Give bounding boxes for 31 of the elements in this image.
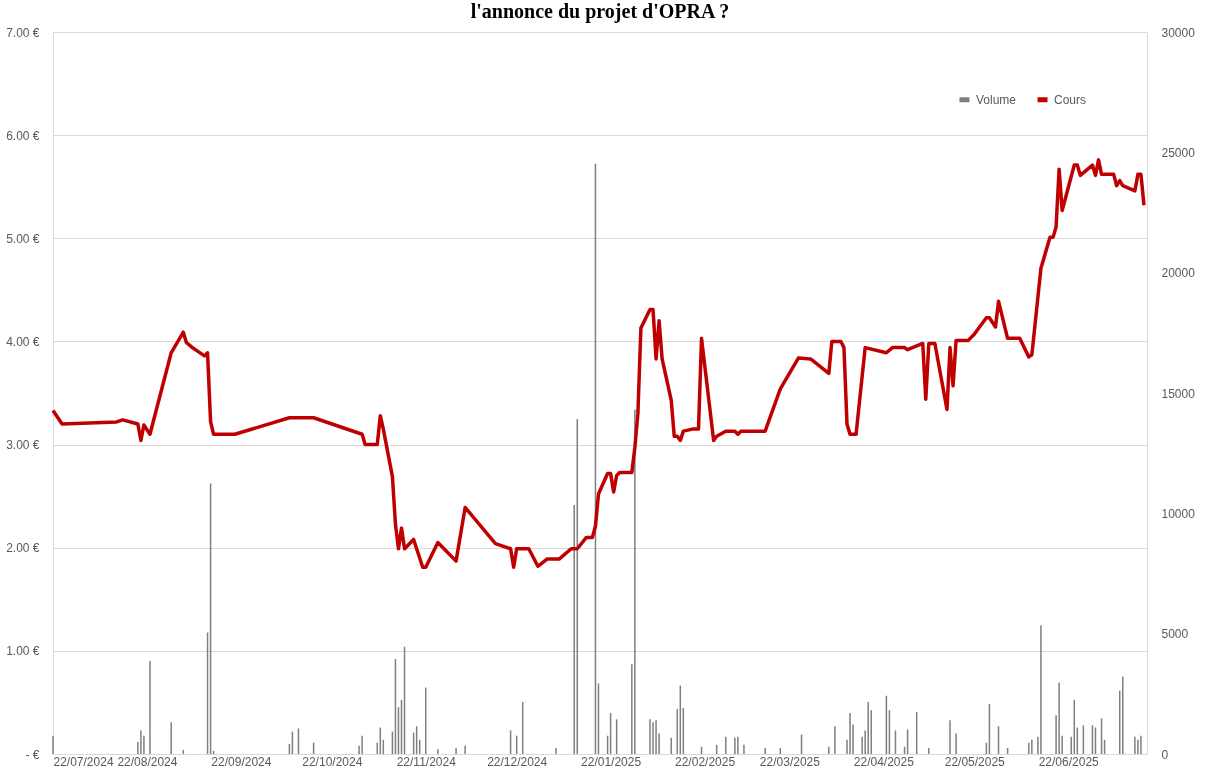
y2-tick-label: 25000 [1161,145,1196,160]
x-tick-label: 22/09/2024 [211,754,272,769]
x-tick-label: 22/04/2025 [853,754,915,769]
y2-tick-label: 30000 [1161,25,1196,40]
x-tick-label: 22/10/2024 [302,754,363,769]
x-tick-label: 22/07/2024 [53,754,114,769]
x-tick-label: 22/12/2024 [487,754,548,769]
x-tick-label: 22/03/2025 [759,754,821,769]
y-tick-label: 6.00 € [6,128,40,143]
line-series [51,158,1146,570]
y-tick-label: 5.00 € [6,231,40,246]
y2-tick-label: 0 [1161,747,1169,762]
y-tick-label: - € [25,747,40,762]
x-tick-label: 22/06/2025 [1038,754,1100,769]
y-tick-label: 2.00 € [6,541,40,556]
y-tick-label: 7.00 € [6,25,40,40]
x-tick-label: 22/08/2024 [117,754,178,769]
y2-tick-label: 5000 [1161,627,1189,642]
x-tick-label: 22/05/2025 [944,754,1006,769]
x-tick-label: 22/02/2025 [675,754,736,769]
y-tick-label: 1.00 € [6,644,40,659]
legend-label: Volume [976,92,1017,107]
x-tick-label: 22/01/2025 [581,754,642,769]
y2-tick-label: 10000 [1161,506,1196,521]
y-tick-label: 3.00 € [6,438,40,453]
y2-tick-label: 15000 [1161,386,1196,401]
legend-label: Cours [1054,92,1087,107]
x-tick-label: 22/11/2024 [396,754,457,769]
y2-tick-label: 20000 [1161,266,1196,281]
chart-title: l'annonce du projet d'OPRA ? [470,0,730,23]
y-tick-label: 4.00 € [6,334,40,349]
